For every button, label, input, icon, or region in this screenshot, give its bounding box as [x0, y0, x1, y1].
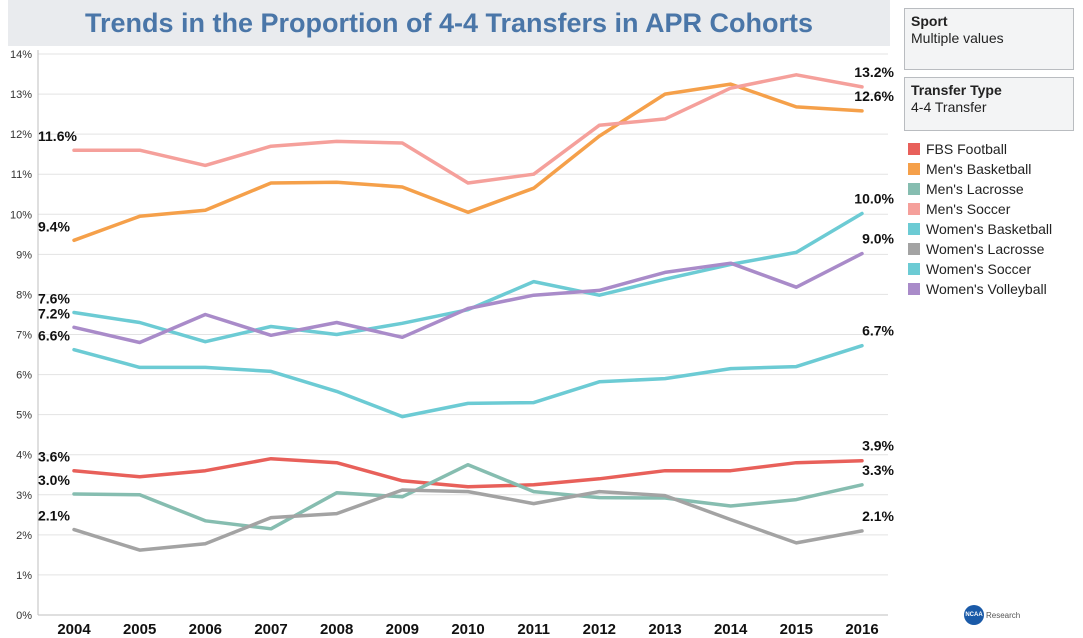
- series-line-men-s-basketball[interactable]: [72, 82, 864, 243]
- legend-swatch: [908, 283, 920, 295]
- ncaa-badge: NCAA: [964, 605, 984, 625]
- x-tick-label: 2008: [320, 621, 353, 638]
- y-axis: 0% 1% 2% 3% 4% 5% 6% 7% 8% 9% 10% 11% 12% 13% 14%: [10, 49, 39, 622]
- end-data-label: 10.0%: [854, 190, 894, 206]
- end-data-label: 3.3%: [862, 462, 894, 478]
- legend-label: Women's Volleyball: [926, 281, 1047, 297]
- series-line-fbs-football[interactable]: [72, 456, 864, 489]
- x-tick-label: 2007: [254, 621, 287, 638]
- series-line-women-s-soccer[interactable]: [72, 211, 864, 344]
- x-tick-label: 2015: [780, 621, 813, 638]
- start-data-label: 3.6%: [38, 449, 70, 465]
- x-tick-label: 2005: [123, 621, 156, 638]
- legend-label: FBS Football: [926, 141, 1007, 157]
- legend-item[interactable]: Men's Soccer: [908, 199, 1052, 219]
- legend: FBS Football Men's Basketball Men's Lacros…: [908, 139, 1052, 299]
- legend-item[interactable]: Men's Lacrosse: [908, 179, 1052, 199]
- end-data-label: 9.0%: [862, 231, 894, 247]
- y-tick-label: 14%: [10, 49, 32, 61]
- y-tick-label: 8%: [16, 289, 32, 301]
- start-data-label: 11.6%: [38, 128, 77, 144]
- legend-item[interactable]: Women's Volleyball: [908, 279, 1052, 299]
- y-tick-label: 4%: [16, 450, 32, 462]
- end-data-label: 13.2%: [854, 64, 894, 80]
- series-line-men-s-soccer[interactable]: [72, 73, 864, 185]
- sport-filter-value[interactable]: Multiple values: [911, 30, 1004, 46]
- series-line-men-s-lacrosse[interactable]: [72, 462, 864, 531]
- legend-swatch: [908, 163, 920, 175]
- series-line-women-s-volleyball[interactable]: [72, 251, 864, 345]
- start-data-label: 2.1%: [38, 508, 70, 524]
- data-labels: 11.6% 9.4% 7.6%7.2% 6.6% 3.6% 3.0% 2.1% 13.2% 12…: [38, 64, 895, 524]
- x-tick-label: 2016: [845, 621, 878, 638]
- gridlines: [38, 53, 888, 616]
- legend-swatch: [908, 243, 920, 255]
- start-data-label: 6.6%: [38, 328, 70, 344]
- transfer-type-filter-card[interactable]: Transfer Type 4-4 Transfer: [904, 77, 1074, 131]
- legend-label: Women's Basketball: [926, 221, 1053, 237]
- start-data-label: 7.2%: [38, 305, 70, 321]
- end-data-label: 12.6%: [854, 88, 894, 104]
- legend-item[interactable]: Women's Soccer: [908, 259, 1052, 279]
- legend-item[interactable]: Women's Lacrosse: [908, 239, 1052, 259]
- legend-item[interactable]: Women's Basketball: [908, 219, 1052, 239]
- legend-swatch: [908, 183, 920, 195]
- legend-swatch: [908, 223, 920, 235]
- series-lines: [72, 73, 864, 552]
- x-tick-label: 2010: [451, 621, 484, 638]
- legend-item[interactable]: Men's Basketball: [908, 159, 1052, 179]
- x-tick-label: 2012: [583, 621, 616, 638]
- x-tick-label: 2013: [648, 621, 681, 638]
- legend-label: Men's Basketball: [926, 161, 1032, 177]
- x-tick-label: 2014: [714, 621, 748, 638]
- start-data-label: 3.0%: [38, 472, 70, 488]
- legend-label: Women's Soccer: [926, 261, 1032, 277]
- sport-filter-title: Sport: [911, 13, 948, 29]
- x-axis: 2004 2005 2006 2007 2008 2009 2010 2011 2012 2013…: [38, 614, 888, 638]
- legend-swatch: [908, 263, 920, 275]
- series-line-women-s-lacrosse[interactable]: [72, 488, 864, 552]
- y-tick-label: 12%: [10, 129, 32, 141]
- ncaa-logo-icon: NCAA Research: [964, 605, 1020, 625]
- y-tick-label: 7%: [16, 330, 32, 342]
- line-chart: 0% 1% 2% 3% 4% 5% 6% 7% 8% 9% 10% 11% 12% 13% 14% 2004…: [10, 49, 895, 638]
- y-tick-label: 13%: [10, 89, 32, 101]
- end-data-label: 6.7%: [862, 323, 894, 339]
- end-data-label: 3.9%: [862, 438, 894, 454]
- chart-title: Trends in the Proportion of 4-4 Transfer…: [8, 0, 890, 46]
- y-tick-label: 1%: [16, 570, 32, 582]
- x-tick-label: 2011: [517, 621, 550, 638]
- start-data-label: 7.6%: [38, 290, 70, 306]
- ncaa-research-label: Research: [986, 610, 1021, 620]
- y-tick-label: 9%: [16, 249, 32, 261]
- y-tick-label: 11%: [11, 169, 32, 181]
- legend-swatch: [908, 143, 920, 155]
- legend-label: Women's Lacrosse: [926, 241, 1045, 257]
- x-tick-label: 2006: [189, 621, 222, 638]
- legend-item[interactable]: FBS Football: [908, 139, 1052, 159]
- y-tick-label: 0%: [16, 610, 32, 622]
- sport-filter-card[interactable]: Sport Multiple values: [904, 8, 1074, 70]
- transfer-type-filter-title: Transfer Type: [911, 82, 1002, 98]
- y-tick-label: 3%: [16, 490, 32, 502]
- series-line-women-s-basketball[interactable]: [72, 343, 864, 419]
- x-tick-label: 2004: [57, 621, 91, 638]
- legend-swatch: [908, 203, 920, 215]
- legend-label: Men's Lacrosse: [926, 181, 1024, 197]
- y-tick-label: 5%: [16, 410, 32, 422]
- x-tick-label: 2009: [386, 621, 419, 638]
- transfer-type-filter-value[interactable]: 4-4 Transfer: [911, 99, 987, 115]
- end-data-label: 2.1%: [862, 508, 894, 524]
- y-tick-label: 10%: [10, 209, 32, 221]
- y-tick-label: 2%: [16, 530, 32, 542]
- y-tick-label: 6%: [16, 370, 32, 382]
- legend-label: Men's Soccer: [926, 201, 1011, 217]
- start-data-label: 9.4%: [38, 218, 70, 234]
